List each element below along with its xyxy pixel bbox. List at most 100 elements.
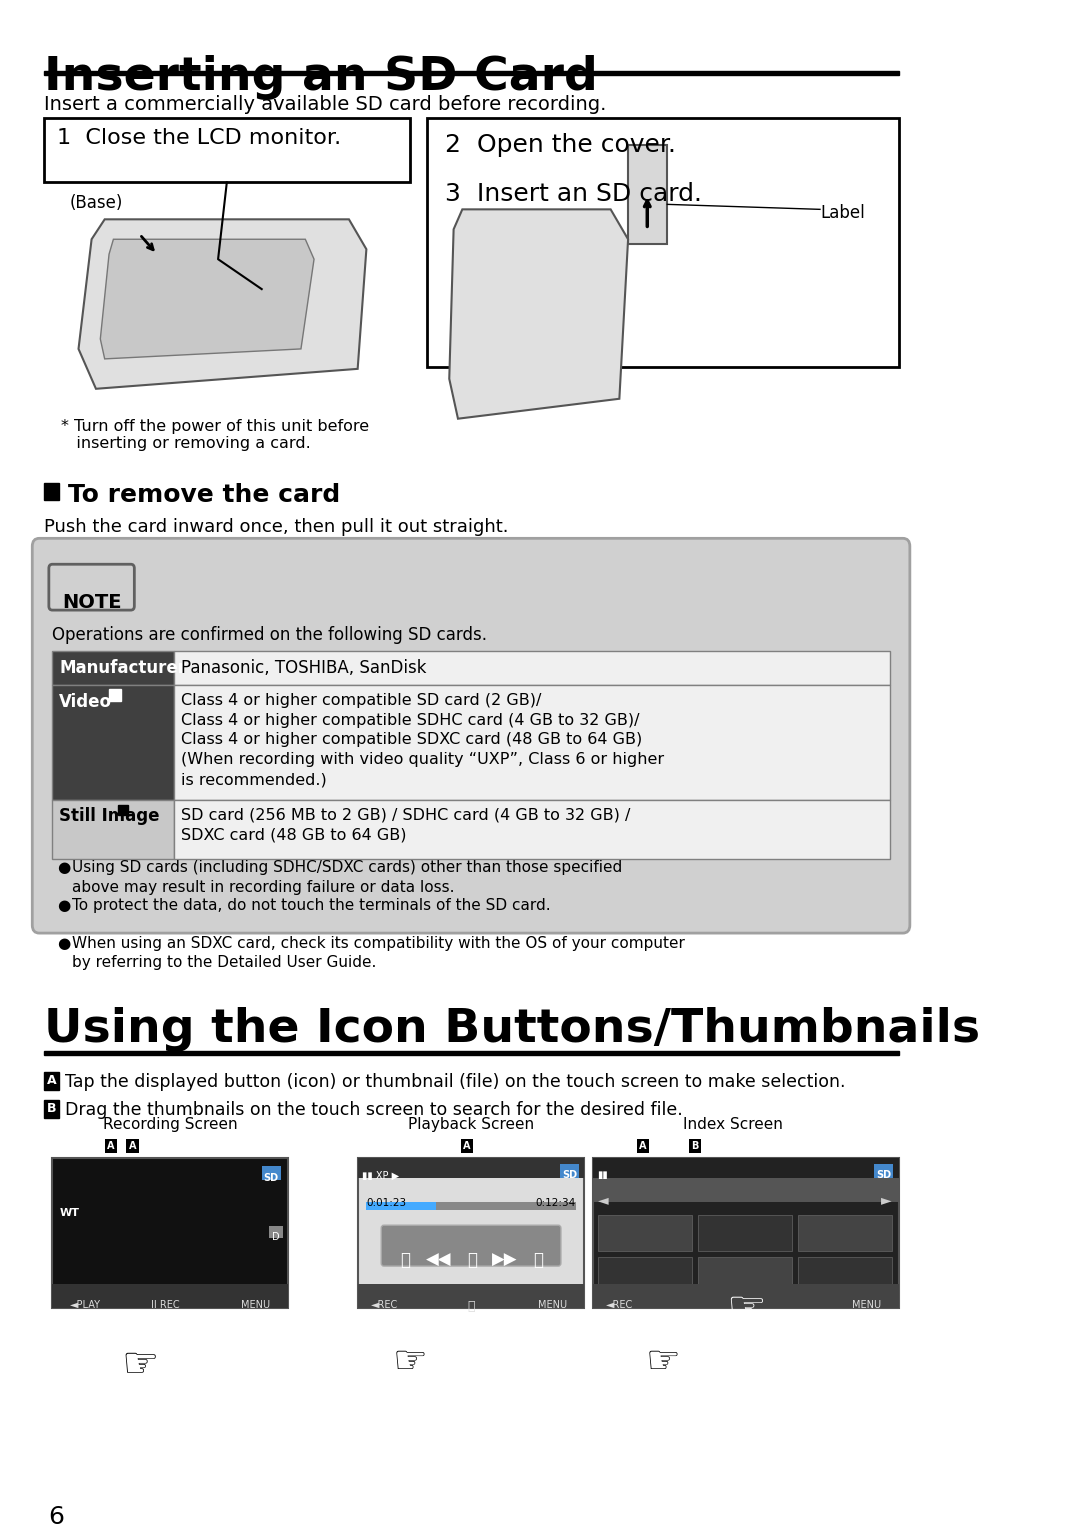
Text: WT: WT	[59, 1208, 79, 1219]
Text: Insert a commercially available SD card before recording.: Insert a commercially available SD card …	[43, 95, 606, 114]
Text: ●: ●	[57, 936, 70, 952]
Bar	[43, 482, 59, 500]
Bar	[175, 800, 890, 860]
Text: A: A	[639, 1142, 647, 1151]
Text: * Turn off the power of this unit before
   inserting or removing a card.: * Turn off the power of this unit before…	[62, 419, 369, 451]
Text: Drag the thumbnails on the touch screen to search for the desired file.: Drag the thumbnails on the touch screen …	[66, 1101, 684, 1119]
Text: SD: SD	[264, 1173, 279, 1183]
Text: MENU: MENU	[538, 1300, 567, 1309]
Text: ☞: ☞	[646, 1343, 680, 1382]
FancyBboxPatch shape	[32, 539, 909, 933]
Text: ◄: ◄	[597, 1193, 608, 1208]
FancyBboxPatch shape	[428, 118, 899, 367]
Text: 0:12:34: 0:12:34	[536, 1199, 576, 1208]
Text: Tap the displayed button (icon) or thumbnail (file) on the touch screen to make : Tap the displayed button (icon) or thumb…	[66, 1073, 846, 1091]
Bar	[366, 1202, 436, 1210]
Text: D: D	[272, 1233, 280, 1242]
Text: SD: SD	[876, 1170, 891, 1180]
Bar	[357, 1159, 584, 1308]
Text: ►: ►	[881, 1193, 891, 1208]
Bar	[637, 1139, 649, 1153]
Text: Label: Label	[820, 204, 865, 223]
Text: A: A	[107, 1142, 114, 1151]
Bar	[597, 1257, 692, 1292]
Text: ◄REC: ◄REC	[606, 1300, 634, 1309]
Text: Using SD cards (including SDHC/SDXC cards) other than those specified
above may : Using SD cards (including SDHC/SDXC card…	[72, 860, 623, 895]
Bar	[798, 1257, 892, 1292]
Polygon shape	[449, 209, 629, 419]
Text: To protect the data, do not touch the terminals of the SD card.: To protect the data, do not touch the te…	[72, 898, 551, 913]
Bar	[109, 689, 121, 701]
Bar	[698, 1257, 792, 1292]
Text: SD card (256 MB to 2 GB) / SDHC card (4 GB to 32 GB) /
SDXC card (48 GB to 64 GB: SD card (256 MB to 2 GB) / SDHC card (4 …	[181, 807, 631, 843]
Bar	[629, 144, 667, 244]
FancyBboxPatch shape	[381, 1225, 561, 1266]
FancyBboxPatch shape	[49, 565, 134, 609]
Text: ◄REC: ◄REC	[370, 1300, 399, 1309]
Text: Manufacturer: Manufacturer	[59, 659, 187, 677]
Text: Index Screen: Index Screen	[683, 1116, 783, 1131]
Bar	[52, 1283, 288, 1308]
Bar	[175, 685, 890, 800]
FancyBboxPatch shape	[43, 118, 410, 183]
Polygon shape	[79, 220, 366, 388]
Text: ●: ●	[57, 898, 70, 913]
Bar	[366, 1202, 576, 1210]
Bar	[105, 1139, 117, 1153]
Bar	[175, 651, 890, 685]
Polygon shape	[100, 239, 314, 359]
Bar	[118, 806, 129, 815]
Text: (Base): (Base)	[70, 195, 123, 212]
Text: ⏸: ⏸	[467, 1251, 477, 1269]
Bar	[689, 1139, 701, 1153]
Text: A: A	[463, 1142, 471, 1151]
Text: Still Image: Still Image	[59, 807, 160, 826]
Bar	[593, 1159, 899, 1308]
Text: ▮▮: ▮▮	[597, 1170, 608, 1180]
Text: ◄PLAY: ◄PLAY	[70, 1300, 100, 1309]
Text: A: A	[129, 1142, 136, 1151]
Text: Push the card inward once, then pull it out straight.: Push the card inward once, then pull it …	[43, 519, 508, 536]
Bar	[43, 1071, 59, 1090]
Bar	[593, 1283, 899, 1308]
Text: To remove the card: To remove the card	[68, 484, 340, 508]
Bar	[698, 1216, 792, 1251]
Text: Panasonic, TOSHIBA, SanDisk: Panasonic, TOSHIBA, SanDisk	[181, 659, 427, 677]
Bar	[261, 1167, 281, 1180]
Text: Operations are confirmed on the following SD cards.: Operations are confirmed on the followin…	[52, 626, 487, 645]
Text: ☞: ☞	[726, 1288, 766, 1331]
Text: MENU: MENU	[852, 1300, 881, 1309]
Bar	[593, 1159, 899, 1179]
Bar	[357, 1159, 584, 1179]
Text: Class 4 or higher compatible SD card (2 GB)/
Class 4 or higher compatible SDHC c: Class 4 or higher compatible SD card (2 …	[181, 692, 664, 787]
Text: MENU: MENU	[241, 1300, 270, 1309]
Text: 2  Open the cover.: 2 Open the cover.	[445, 132, 676, 157]
Bar	[52, 800, 175, 860]
Bar	[126, 1139, 138, 1153]
Text: ◀◀: ◀◀	[426, 1251, 451, 1269]
Text: Video: Video	[59, 692, 112, 711]
Text: ☞: ☞	[392, 1343, 428, 1382]
Text: Recording Screen: Recording Screen	[103, 1116, 238, 1131]
Bar	[561, 1165, 579, 1179]
Bar	[269, 1226, 283, 1239]
Text: 1  Close the LCD monitor.: 1 Close the LCD monitor.	[57, 127, 341, 147]
Text: NOTE: NOTE	[62, 593, 121, 612]
Text: A: A	[46, 1074, 56, 1087]
Bar	[460, 1139, 473, 1153]
Text: ●: ●	[57, 860, 70, 875]
Text: SD: SD	[562, 1170, 577, 1180]
Text: Playback Screen: Playback Screen	[408, 1116, 535, 1131]
Bar	[798, 1216, 892, 1251]
Text: ☞: ☞	[121, 1343, 159, 1385]
Bar	[43, 1099, 59, 1117]
Text: ▶▶: ▶▶	[492, 1251, 517, 1269]
Text: ⏭: ⏭	[534, 1251, 543, 1269]
Bar	[52, 685, 175, 800]
Bar	[43, 71, 899, 75]
Bar	[357, 1283, 584, 1308]
Text: B: B	[46, 1102, 56, 1114]
Bar	[52, 651, 175, 685]
Text: 3  Insert an SD card.: 3 Insert an SD card.	[445, 183, 702, 206]
Text: 6: 6	[48, 1506, 64, 1529]
